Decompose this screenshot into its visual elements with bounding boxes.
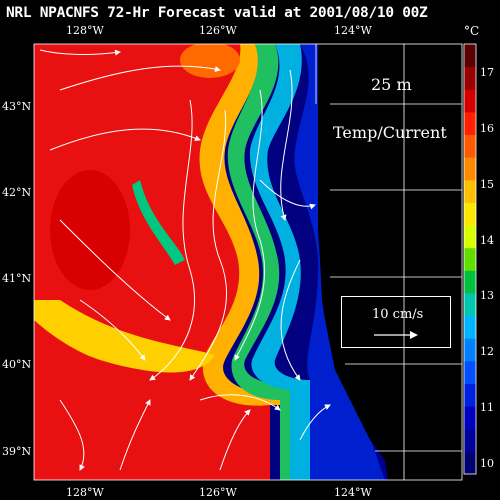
colorbar-swatch xyxy=(464,202,476,226)
colorbar-swatch xyxy=(464,66,476,90)
colorbar-swatch xyxy=(464,406,476,430)
lat-39: 39°N xyxy=(2,445,32,458)
lon-top-126: 126°W xyxy=(199,24,237,37)
colorbar-swatch xyxy=(464,225,476,249)
colorbar-swatch xyxy=(464,270,476,294)
lon-bottom-126: 126°W xyxy=(199,486,237,499)
colorbar-swatch xyxy=(464,383,476,407)
colorbar-tick-label: 17 xyxy=(480,66,494,79)
colorbar-swatch xyxy=(464,179,476,203)
lon-top-124: 124°W xyxy=(334,24,372,37)
colorbar-tick-label: 11 xyxy=(480,401,494,415)
colorbar-swatch xyxy=(464,315,476,339)
depth-label: 25 m xyxy=(371,75,412,94)
colorbar-tick-label: 16 xyxy=(480,121,494,135)
colorbar-swatch xyxy=(464,44,476,68)
colorbar-tick-label: 13 xyxy=(480,289,494,303)
colorbar-tick-label: 10 xyxy=(480,457,494,470)
colorbar-tick-label: 12 xyxy=(480,345,494,359)
scale-arrow-icon xyxy=(374,331,418,339)
map-title: NRL NPACNFS 72-Hr Forecast valid at 2001… xyxy=(6,5,428,21)
colorbar-swatch xyxy=(464,338,476,362)
lon-bottom-128: 128°W xyxy=(66,486,104,499)
lon-top-128: 128°W xyxy=(66,24,104,37)
colorbar-tick-label: 15 xyxy=(480,177,494,191)
colorbar-swatch xyxy=(464,111,476,136)
colorbar xyxy=(463,43,477,475)
colorbar-swatch xyxy=(464,157,476,181)
colorbar-swatch xyxy=(464,89,476,113)
colorbar-swatch xyxy=(464,247,476,271)
scale-vector-box: 10 cm/s xyxy=(341,296,451,348)
temperature-field xyxy=(34,44,462,480)
lat-40: 40°N xyxy=(2,358,32,371)
colorbar-unit: °C xyxy=(464,24,480,38)
scale-label: 10 cm/s xyxy=(372,307,424,322)
colorbar-tick-label: 14 xyxy=(480,233,494,247)
colorbar-swatch xyxy=(464,428,476,452)
lat-41: 41°N xyxy=(2,272,32,285)
colorbar-swatch xyxy=(464,360,476,384)
colorbar-swatch xyxy=(464,134,476,158)
lat-42: 42°N xyxy=(2,186,32,199)
colorbar-swatch xyxy=(464,451,476,475)
lon-bottom-124: 124°W xyxy=(334,486,372,499)
current-streamlines xyxy=(39,49,331,471)
grid xyxy=(33,43,463,481)
field-label: Temp/Current xyxy=(333,123,447,142)
lat-43: 43°N xyxy=(2,100,32,113)
colorbar-swatch xyxy=(464,292,476,317)
